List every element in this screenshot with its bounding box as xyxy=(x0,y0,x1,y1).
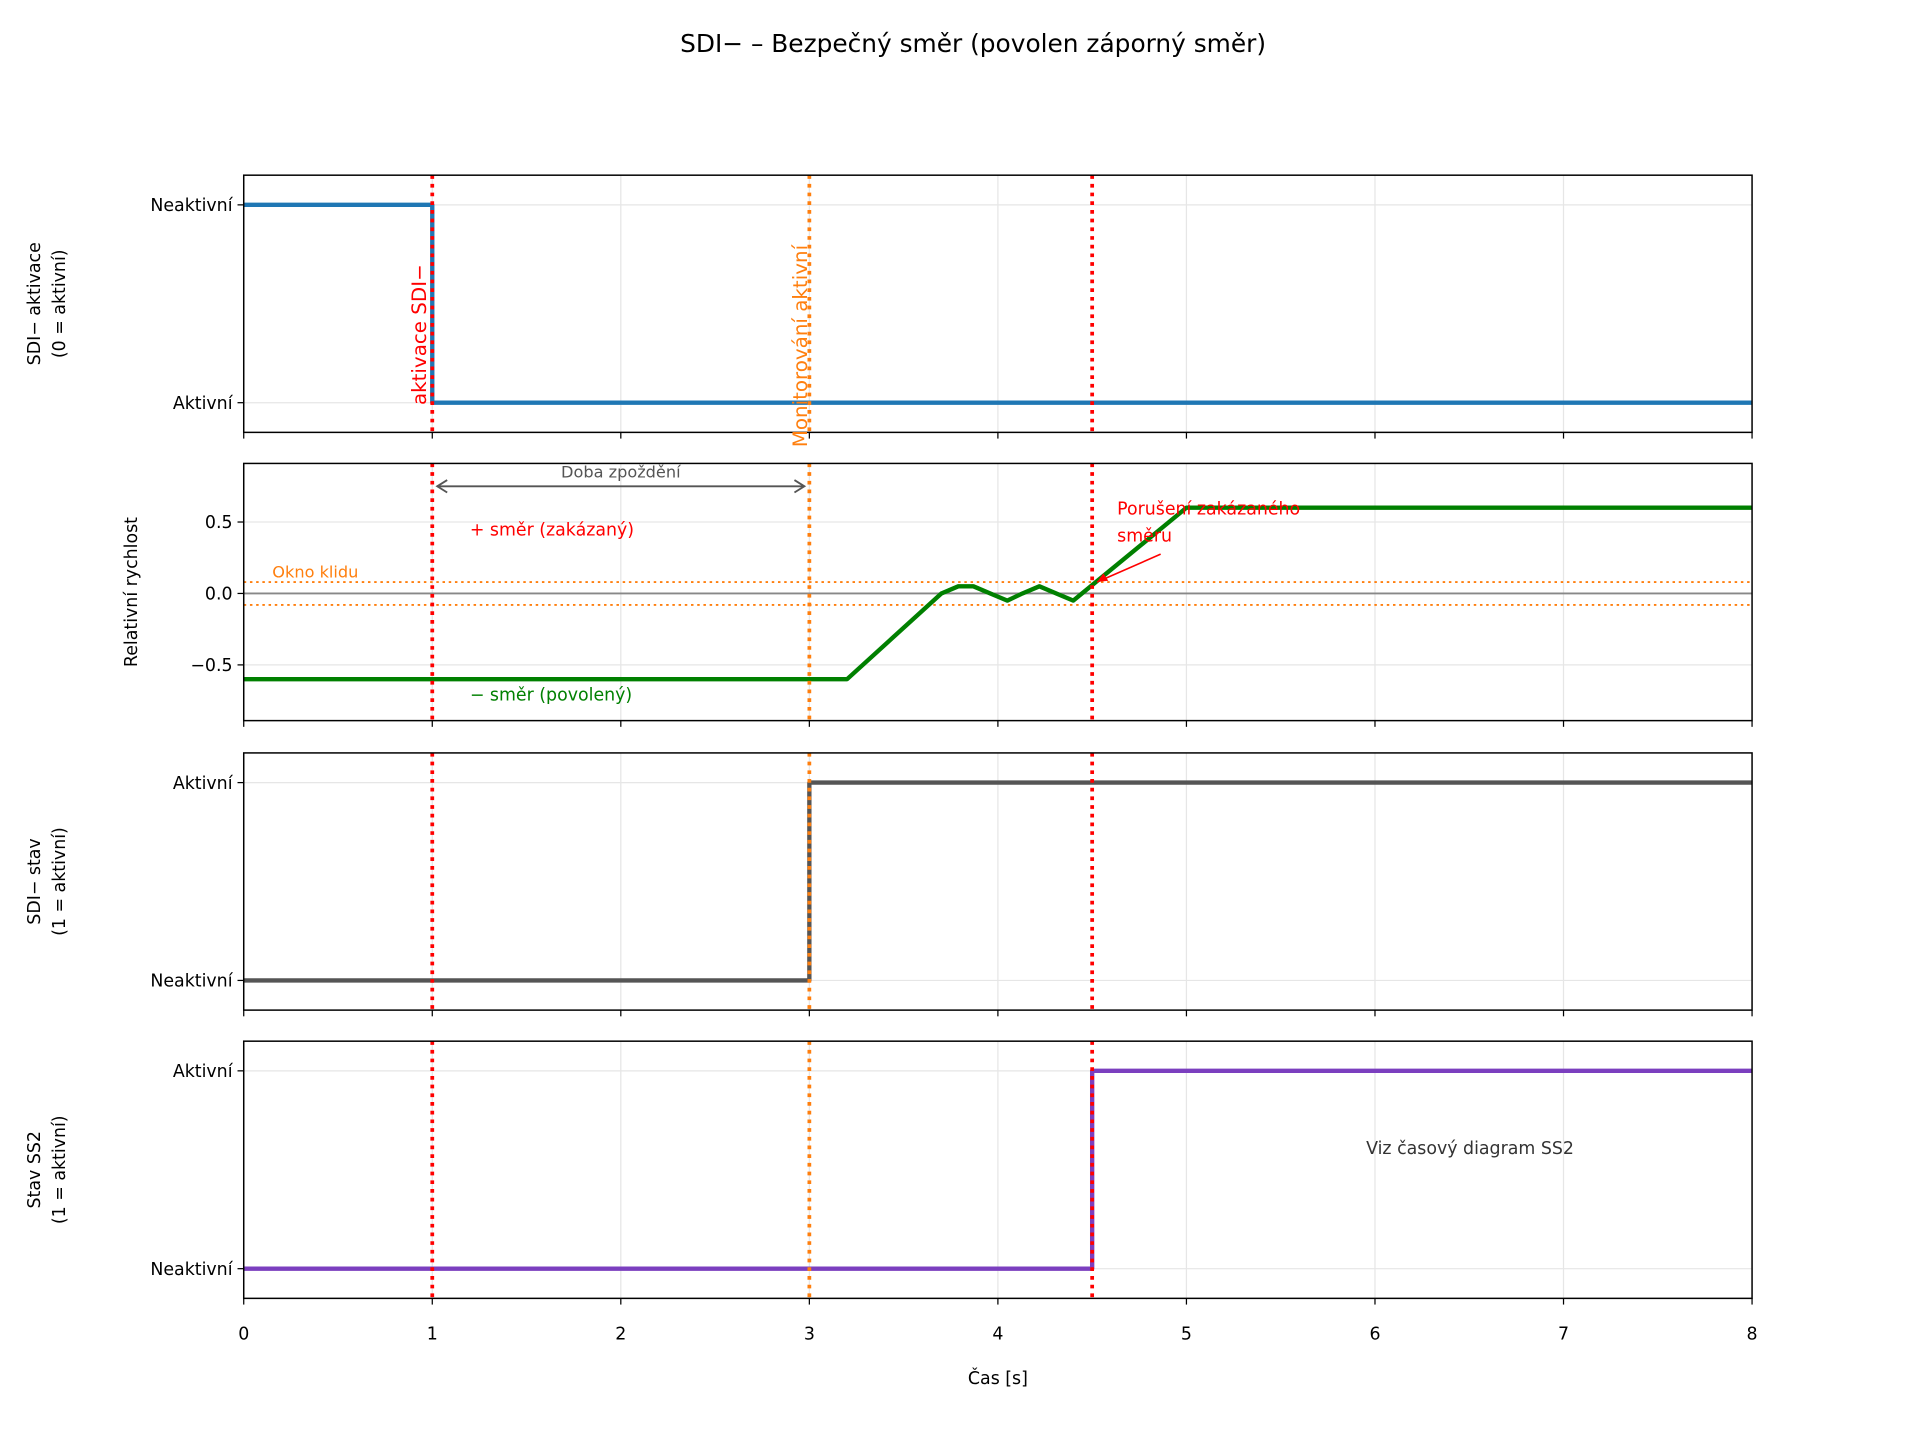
activation-vline-label: aktivace SDI− xyxy=(408,264,431,405)
y-tick-label: Aktivní xyxy=(173,774,234,794)
y-tick-label: Aktivní xyxy=(173,394,234,414)
y-axis-label: (0 = aktivní) xyxy=(50,249,70,358)
negative-direction-label: − směr (povolený) xyxy=(470,686,632,706)
violation-label: Porušení zakázaného xyxy=(1117,499,1300,519)
panel-frame xyxy=(242,174,1753,434)
y-tick-label: 0.5 xyxy=(205,513,233,533)
x-tick-label: 4 xyxy=(992,1324,1003,1344)
y-axis-label: (1 = aktivní) xyxy=(50,827,70,936)
y-axis-label: SDI− aktivace xyxy=(25,242,45,365)
series-line-ss2 xyxy=(243,1068,1753,1271)
x-tick-label: 5 xyxy=(1181,1324,1192,1344)
chart-title: SDI− – Bezpečný směr (povolen záporný sm… xyxy=(680,29,1266,58)
y-tick-label: Neaktivní xyxy=(150,972,233,992)
x-tick-label: 3 xyxy=(804,1324,815,1344)
monitoring-vline-label: Monitorování aktivní xyxy=(789,243,812,447)
y-tick-label: −0.5 xyxy=(190,656,232,676)
positive-direction-label: + směr (zakázaný) xyxy=(470,520,634,540)
y-axis-label: SDI− stav xyxy=(25,838,45,924)
x-axis-label: Čas [s] xyxy=(968,1367,1028,1389)
delay-arrow-heads xyxy=(435,479,807,494)
delay-label: Doba zpoždění xyxy=(561,463,681,482)
panel-frame xyxy=(242,462,1753,722)
y-tick-label: Aktivní xyxy=(173,1062,234,1082)
y-axis-label: Stav SS2 xyxy=(25,1131,45,1208)
panel-frame xyxy=(242,1040,1753,1300)
ss2-note: Viz časový diagram SS2 xyxy=(1366,1139,1574,1159)
x-tick-label: 1 xyxy=(427,1324,438,1344)
violation-label: směru xyxy=(1117,527,1172,547)
violation-arrow-head xyxy=(1097,573,1109,583)
violation-arrow xyxy=(1096,553,1161,583)
y-axis-label: Relativní rychlost xyxy=(122,517,142,667)
x-tick-label: 7 xyxy=(1558,1324,1569,1344)
y-tick-label: 0.0 xyxy=(205,585,233,605)
x-tick-label: 0 xyxy=(238,1324,249,1344)
series-line-rychlost xyxy=(243,505,1753,682)
standstill-window-label: Okno klidu xyxy=(272,563,358,582)
y-axis-label: (1 = aktivní) xyxy=(50,1115,70,1224)
y-tick-label: Neaktivní xyxy=(150,196,233,216)
x-tick-label: 6 xyxy=(1369,1324,1380,1344)
x-tick-label: 2 xyxy=(615,1324,626,1344)
series-line-sdi-stav xyxy=(243,780,1753,983)
y-tick-label: Neaktivní xyxy=(150,1260,233,1280)
panel-frame xyxy=(242,752,1753,1011)
x-tick-label: 8 xyxy=(1747,1324,1758,1344)
